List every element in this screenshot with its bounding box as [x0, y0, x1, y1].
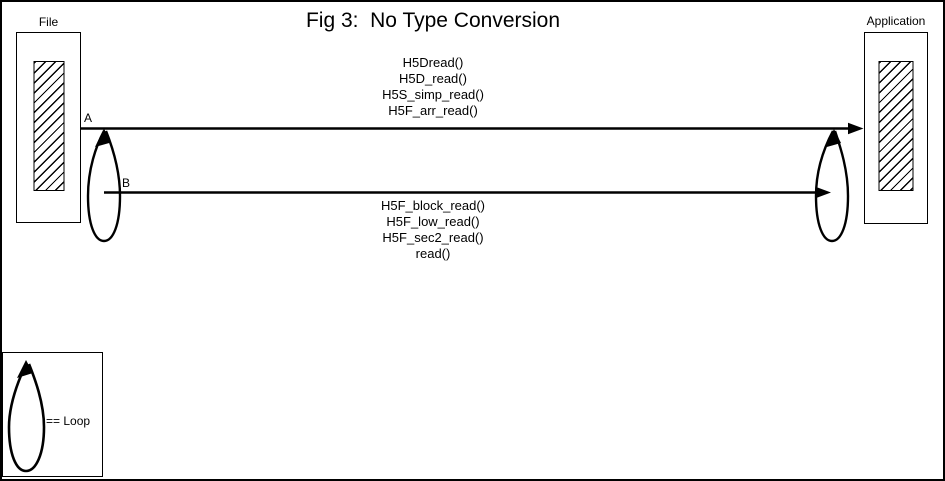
arrow-b	[104, 186, 831, 199]
arrow-a-head-icon	[848, 122, 864, 135]
application-hatched-region	[878, 61, 914, 191]
left-loop-arrowhead-icon	[95, 128, 111, 147]
function-call: H5F_low_read()	[386, 214, 480, 229]
function-call: H5F_block_read()	[380, 198, 486, 213]
flow-a-function-list: H5Dread() H5D_read() H5S_simp_read() H5F…	[233, 55, 633, 119]
function-call: H5D_read()	[399, 71, 467, 86]
arrow-b-head-icon	[815, 186, 831, 199]
flow-a-label: A	[84, 111, 93, 125]
legend-box: == Loop	[2, 352, 103, 477]
function-call: H5Dread()	[402, 55, 464, 70]
legend-loop-arrowhead-icon	[17, 360, 33, 378]
flow-b-function-list: H5F_block_read() H5F_low_read() H5F_sec2…	[233, 198, 633, 262]
figure-title: Fig 3: No Type Conversion	[305, 9, 561, 32]
application-node	[864, 32, 928, 224]
function-call: read()	[415, 246, 451, 261]
left-loop-icon	[86, 128, 122, 243]
arrow-a	[81, 122, 864, 135]
legend-loop-path	[7, 363, 46, 473]
file-hatched-region	[33, 61, 64, 191]
file-node-label: File	[38, 15, 59, 29]
right-loop-icon	[814, 129, 850, 243]
left-loop-path	[86, 130, 122, 243]
function-call: H5S_simp_read()	[382, 87, 484, 102]
function-call: H5F_sec2_read()	[382, 230, 484, 245]
right-loop-path	[814, 130, 850, 243]
loop-icon	[7, 360, 46, 473]
function-call: H5F_arr_read()	[388, 103, 478, 118]
legend-label: == Loop	[46, 414, 91, 428]
right-loop-arrowhead-icon	[825, 129, 841, 148]
flow-b-label: B	[122, 176, 131, 190]
application-node-label: Application	[866, 14, 926, 28]
file-node	[16, 32, 81, 223]
